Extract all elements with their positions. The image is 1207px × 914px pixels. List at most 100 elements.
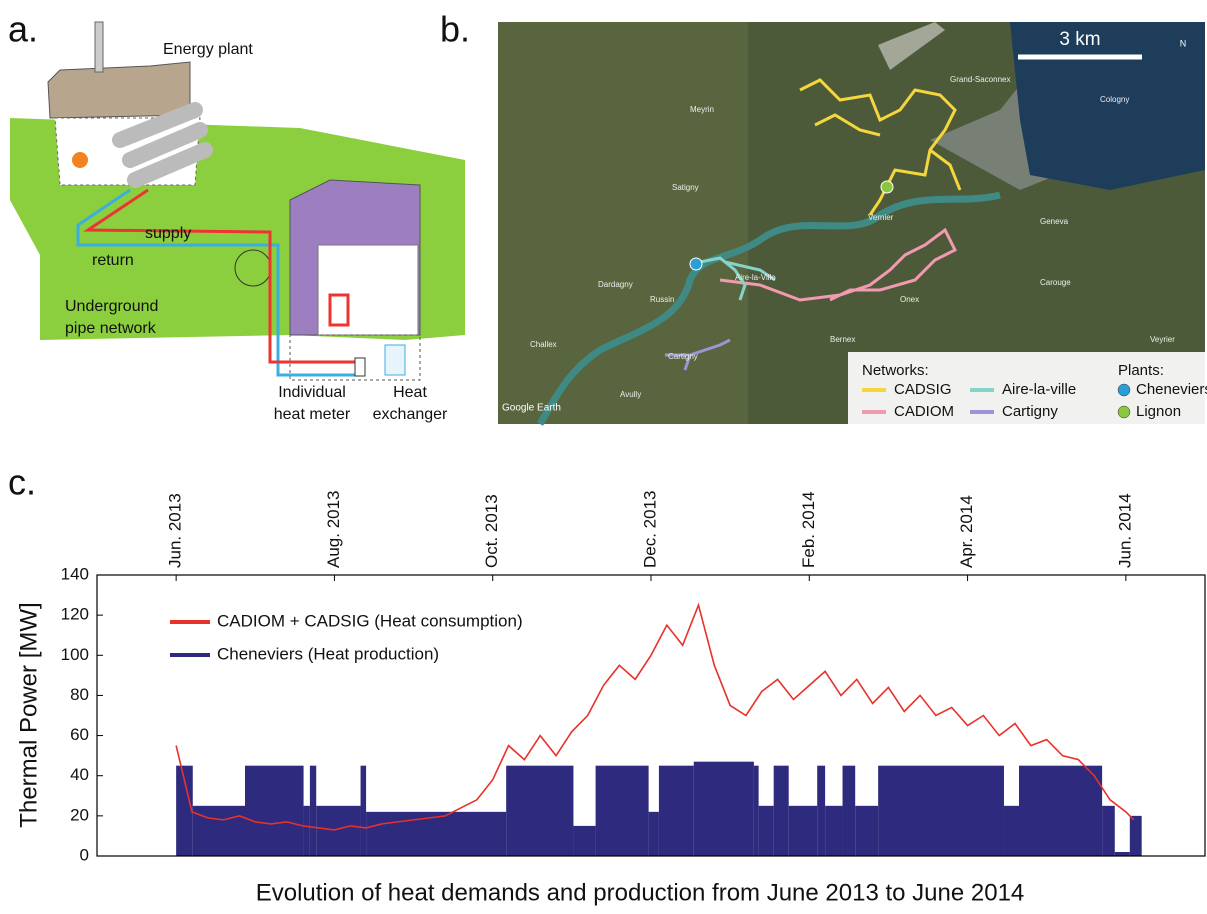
place-label: Cartigny xyxy=(668,352,698,361)
y-axis-label: Thermal Power [MW] xyxy=(15,602,42,827)
x-tick-label: Oct. 2013 xyxy=(482,494,501,568)
place-label: Aire-la-Ville xyxy=(735,273,776,282)
radiator xyxy=(328,293,350,327)
y-tick-label: 0 xyxy=(80,845,89,864)
production-bar xyxy=(309,765,317,856)
y-tick-label: 40 xyxy=(70,765,89,784)
production-bar xyxy=(1003,805,1020,856)
y-tick-label: 20 xyxy=(70,805,89,824)
production-bar xyxy=(1114,851,1130,856)
production-bar xyxy=(595,765,649,856)
production-bar xyxy=(366,811,507,856)
x-tick-label: Apr. 2014 xyxy=(957,495,976,568)
y-tick-label: 100 xyxy=(61,645,89,664)
place-label: Dardagny xyxy=(598,280,633,289)
chimney xyxy=(94,21,104,73)
production-bar xyxy=(842,765,856,856)
plant-marker xyxy=(689,257,703,271)
panel-label: a. xyxy=(8,9,38,50)
place-label: Avully xyxy=(620,390,641,399)
diagram-label: Heat xyxy=(393,384,427,401)
panel-label: b. xyxy=(440,9,470,50)
return-pipe xyxy=(76,188,365,377)
legend-label: Lignon xyxy=(1136,403,1181,420)
north-label: N xyxy=(1180,38,1187,48)
legend-label: CADIOM + CADSIG (Heat consumption) xyxy=(217,611,523,630)
production-bar xyxy=(192,805,245,856)
x-tick-label: Jun. 2013 xyxy=(166,493,185,568)
production-bar xyxy=(817,765,826,856)
place-label: Challex xyxy=(530,340,557,349)
chart-title: Evolution of heat demands and production… xyxy=(256,879,1025,906)
legend-label: Cartigny xyxy=(1002,403,1058,420)
place-label: Meyrin xyxy=(690,105,714,114)
place-label: Carouge xyxy=(1040,278,1071,287)
production-bar xyxy=(244,765,304,856)
production-bar xyxy=(788,805,818,856)
x-tick-label: Jun. 2014 xyxy=(1115,493,1134,568)
legend-label: Aire-la-ville xyxy=(1002,381,1076,398)
fields xyxy=(498,22,748,424)
diagram-label: heat meter xyxy=(274,406,351,423)
supply-pipe xyxy=(83,188,365,364)
scale-label: 3 km xyxy=(1059,29,1100,50)
production-bar xyxy=(1129,815,1142,856)
place-label: Vernier xyxy=(868,213,894,222)
production-bar xyxy=(878,765,1004,856)
diagram-label: supply xyxy=(145,225,191,242)
production-bar xyxy=(303,805,310,856)
legend-label: CADIOM xyxy=(894,403,954,420)
heat-meter xyxy=(354,357,366,377)
legend-title: Plants: xyxy=(1118,362,1164,379)
production-bar xyxy=(658,765,694,856)
production-bar xyxy=(316,805,361,856)
place-label: Satigny xyxy=(672,183,699,192)
network xyxy=(699,256,776,301)
plot-area xyxy=(175,602,1142,856)
map-credit: Google Earth xyxy=(502,403,561,414)
airport xyxy=(878,22,945,70)
plant-marker xyxy=(880,180,894,194)
place-label: Geneva xyxy=(1040,217,1069,226)
map-legend xyxy=(848,352,1205,424)
legend-swatch xyxy=(1117,405,1131,419)
networks xyxy=(665,78,962,371)
production-bar xyxy=(360,765,367,856)
diagram-label: return xyxy=(92,252,134,269)
production-bar xyxy=(758,805,774,856)
diagram-label: Energy plant xyxy=(163,41,253,58)
place-label: Onex xyxy=(900,295,919,304)
consumption-line xyxy=(175,602,1135,831)
network xyxy=(719,227,958,302)
house-interior xyxy=(317,244,419,336)
y-tick-label: 80 xyxy=(70,685,89,704)
place-label: Russin xyxy=(650,295,674,304)
place-label: Cologny xyxy=(1100,95,1129,104)
pipes xyxy=(112,102,213,188)
panel-label: c. xyxy=(8,462,36,503)
basement xyxy=(289,334,421,381)
diagram-label: pipe network xyxy=(65,320,157,337)
production-bar xyxy=(573,825,596,856)
river xyxy=(536,191,1001,426)
lake xyxy=(1010,22,1205,190)
diagram-label: exchanger xyxy=(373,406,448,423)
place-label: Veyrier xyxy=(1150,335,1175,344)
fire xyxy=(72,152,88,168)
network xyxy=(799,78,962,216)
legend-title: Networks: xyxy=(862,362,929,379)
district-heating-diagram xyxy=(10,21,465,381)
x-tick-label: Aug. 2013 xyxy=(324,490,343,568)
legend-label: Cheneviers (Heat production) xyxy=(217,644,439,663)
y-tick-label: 140 xyxy=(61,564,89,583)
plant-underground xyxy=(54,117,201,186)
production-bar xyxy=(648,811,659,856)
production-bar xyxy=(1019,765,1103,856)
legend-label: CADSIG xyxy=(894,381,952,398)
x-tick-label: Dec. 2013 xyxy=(640,491,659,569)
production-bar xyxy=(693,761,754,856)
legend-swatch xyxy=(1117,383,1131,397)
legend-label: Cheneviers xyxy=(1136,381,1207,398)
x-tick-label: Feb. 2014 xyxy=(799,491,818,568)
